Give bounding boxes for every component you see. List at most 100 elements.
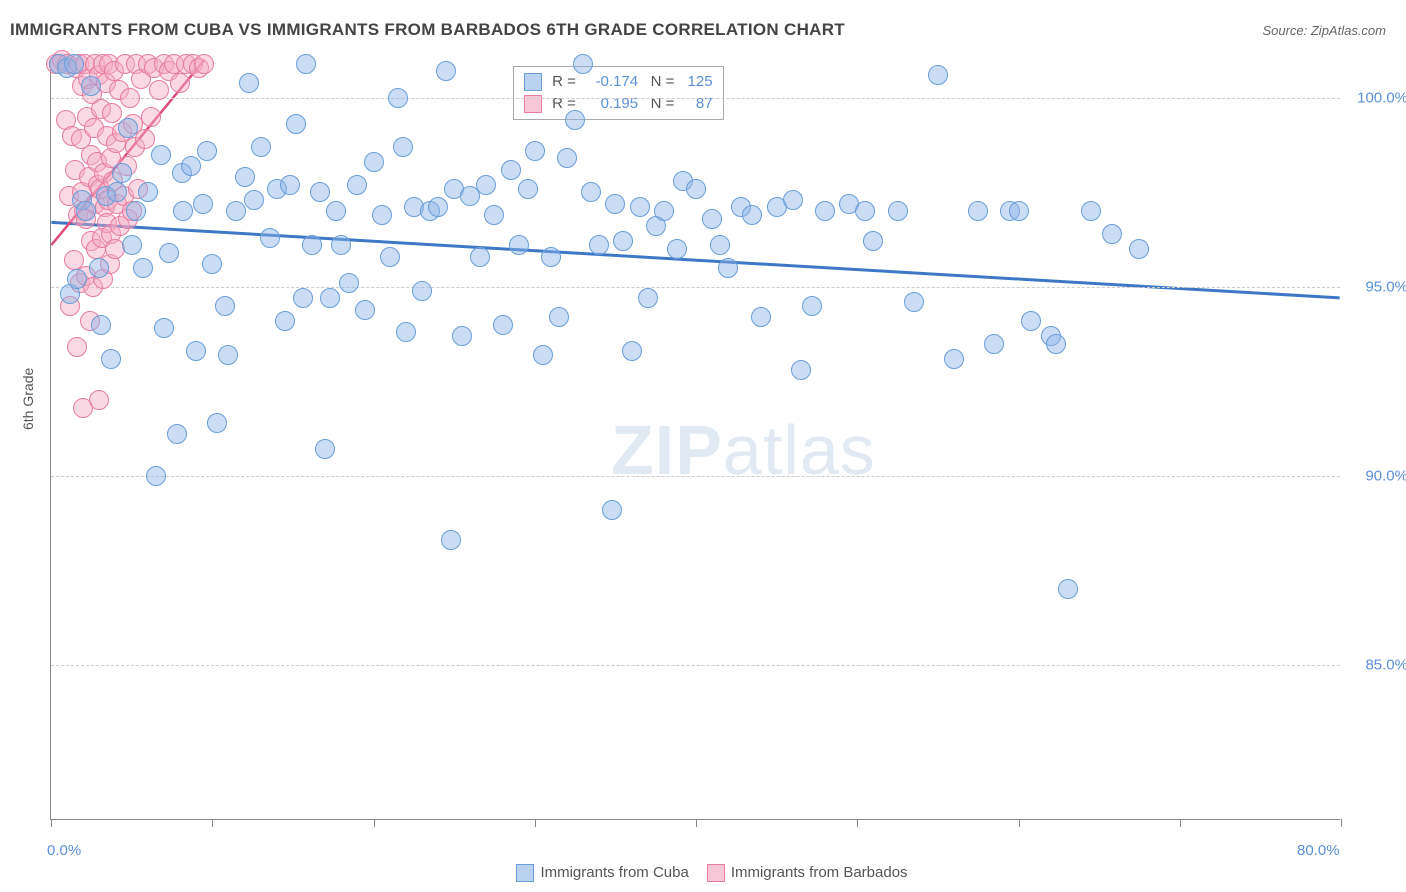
y-tick-label: 95.0%: [1365, 278, 1406, 295]
data-point-cuba: [484, 205, 504, 225]
data-point-cuba: [181, 156, 201, 176]
data-point-cuba: [193, 194, 213, 214]
data-point-cuba: [112, 163, 132, 183]
data-point-cuba: [565, 110, 585, 130]
data-point-cuba: [984, 334, 1004, 354]
data-point-cuba: [476, 175, 496, 195]
data-point-cuba: [541, 247, 561, 267]
x-tick: [1341, 819, 1342, 827]
data-point-barbados: [135, 129, 155, 149]
data-point-cuba: [159, 243, 179, 263]
x-tick: [51, 819, 52, 827]
data-point-cuba: [215, 296, 235, 316]
data-point-cuba: [107, 182, 127, 202]
data-point-cuba: [855, 201, 875, 221]
data-point-cuba: [186, 341, 206, 361]
data-point-cuba: [315, 439, 335, 459]
data-point-cuba: [138, 182, 158, 202]
data-point-cuba: [630, 197, 650, 217]
data-point-barbados: [102, 103, 122, 123]
legend-label: Immigrants from Barbados: [731, 864, 908, 881]
data-point-cuba: [218, 345, 238, 365]
gridline-h: [51, 665, 1340, 666]
data-point-cuba: [441, 530, 461, 550]
data-point-cuba: [863, 231, 883, 251]
data-point-cuba: [197, 141, 217, 161]
data-point-cuba: [393, 137, 413, 157]
data-point-barbados: [141, 107, 161, 127]
data-point-cuba: [509, 235, 529, 255]
data-point-cuba: [428, 197, 448, 217]
x-tick: [1019, 819, 1020, 827]
data-point-cuba: [533, 345, 553, 365]
data-point-cuba: [81, 76, 101, 96]
data-point-cuba: [1102, 224, 1122, 244]
gridline-h: [51, 98, 1340, 99]
data-point-cuba: [710, 235, 730, 255]
chart-header: IMMIGRANTS FROM CUBA VS IMMIGRANTS FROM …: [10, 20, 1396, 50]
data-point-cuba: [602, 500, 622, 520]
data-point-cuba: [573, 54, 593, 74]
y-tick-label: 85.0%: [1365, 656, 1406, 673]
data-point-cuba: [260, 228, 280, 248]
data-point-cuba: [589, 235, 609, 255]
data-point-cuba: [501, 160, 521, 180]
data-point-cuba: [944, 349, 964, 369]
series-legend: Immigrants from Cuba Immigrants from Barb…: [0, 864, 1406, 882]
y-tick-label: 90.0%: [1365, 467, 1406, 484]
data-point-cuba: [380, 247, 400, 267]
data-point-cuba: [388, 88, 408, 108]
stats-legend-row: R = 0.195 N = 87: [524, 93, 713, 115]
data-point-cuba: [638, 288, 658, 308]
data-point-cuba: [751, 307, 771, 327]
data-point-cuba: [557, 148, 577, 168]
data-point-cuba: [1129, 239, 1149, 259]
data-point-cuba: [1046, 334, 1066, 354]
data-point-cuba: [275, 311, 295, 331]
data-point-cuba: [412, 281, 432, 301]
data-point-cuba: [133, 258, 153, 278]
gridline-h: [51, 287, 1340, 288]
data-point-cuba: [202, 254, 222, 274]
data-point-cuba: [118, 118, 138, 138]
legend-item-barbados: Immigrants from Barbados: [689, 864, 908, 881]
data-point-cuba: [1081, 201, 1101, 221]
data-point-cuba: [280, 175, 300, 195]
data-point-barbados: [194, 54, 214, 74]
data-point-cuba: [667, 239, 687, 259]
data-point-cuba: [581, 182, 601, 202]
watermark: ZIPatlas: [611, 410, 876, 490]
data-point-cuba: [302, 235, 322, 255]
data-point-cuba: [64, 54, 84, 74]
data-point-cuba: [67, 269, 87, 289]
data-point-cuba: [154, 318, 174, 338]
stats-legend: R = -0.174 N = 125 R = 0.195 N = 87: [513, 66, 724, 120]
data-point-cuba: [518, 179, 538, 199]
data-point-cuba: [372, 205, 392, 225]
data-point-cuba: [364, 152, 384, 172]
data-point-cuba: [151, 145, 171, 165]
x-tick: [535, 819, 536, 827]
data-point-cuba: [702, 209, 722, 229]
data-point-cuba: [355, 300, 375, 320]
data-point-cuba: [718, 258, 738, 278]
data-point-cuba: [742, 205, 762, 225]
x-tick: [857, 819, 858, 827]
chart-source: Source: ZipAtlas.com: [1262, 23, 1386, 38]
data-point-cuba: [296, 54, 316, 74]
data-point-cuba: [493, 315, 513, 335]
x-tick: [696, 819, 697, 827]
data-point-cuba: [239, 73, 259, 93]
y-axis-label: 6th Grade: [20, 368, 36, 430]
data-point-cuba: [613, 231, 633, 251]
data-point-cuba: [235, 167, 255, 187]
legend-swatch: [707, 864, 725, 882]
data-point-cuba: [888, 201, 908, 221]
chart-title: IMMIGRANTS FROM CUBA VS IMMIGRANTS FROM …: [10, 20, 845, 39]
data-point-cuba: [525, 141, 545, 161]
x-tick-label-last: 80.0%: [1297, 842, 1340, 859]
legend-label: Immigrants from Cuba: [540, 864, 688, 881]
x-tick-label-first: 0.0%: [47, 842, 81, 859]
data-point-cuba: [122, 235, 142, 255]
data-point-cuba: [436, 61, 456, 81]
